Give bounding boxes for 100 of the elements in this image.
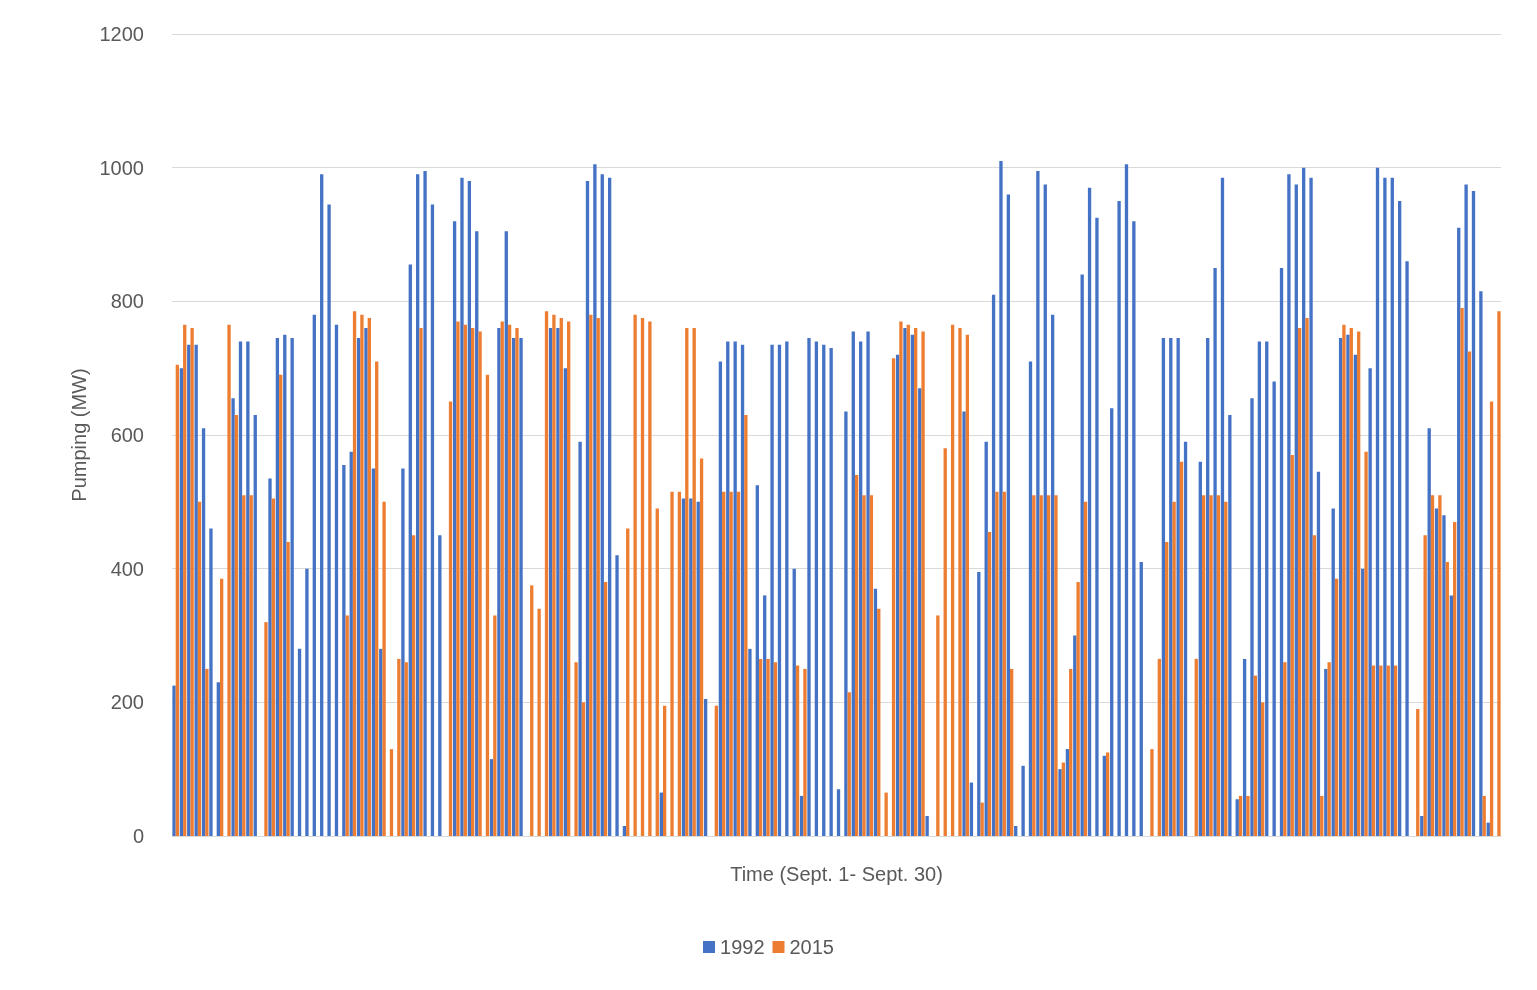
bar <box>1054 495 1058 836</box>
bar <box>349 451 353 836</box>
bar <box>670 491 674 836</box>
bar <box>692 328 696 836</box>
bar <box>873 588 878 836</box>
bar <box>544 311 549 836</box>
bar <box>607 177 612 836</box>
bar <box>1346 334 1350 836</box>
bar <box>187 344 191 836</box>
bar <box>290 338 294 836</box>
bar <box>411 535 416 836</box>
bar <box>995 491 999 836</box>
bar <box>1453 521 1457 836</box>
bar <box>1368 368 1372 836</box>
bar <box>1150 749 1154 836</box>
bar <box>655 508 659 836</box>
bar <box>1442 515 1446 836</box>
bar <box>1379 665 1383 836</box>
bar <box>1349 328 1353 836</box>
bar <box>795 665 800 836</box>
bar <box>689 498 693 836</box>
bar <box>1353 354 1358 836</box>
bar <box>183 324 187 836</box>
bar <box>253 414 257 836</box>
bar <box>1287 174 1291 836</box>
bar <box>748 648 752 836</box>
bar <box>1257 341 1262 836</box>
bar <box>1050 314 1055 836</box>
bar <box>1117 201 1121 836</box>
bar <box>205 668 209 836</box>
bar <box>1375 167 1380 836</box>
bar <box>773 662 778 836</box>
bar <box>596 318 600 836</box>
bar <box>1006 194 1011 836</box>
bar <box>950 324 955 836</box>
bar <box>1014 825 1018 836</box>
bar <box>234 414 239 836</box>
bar <box>1246 795 1250 836</box>
bar <box>1279 267 1284 836</box>
bar <box>1445 561 1449 836</box>
bar <box>320 174 324 836</box>
bar <box>1065 749 1070 836</box>
bar <box>519 338 523 836</box>
y-tick-label: 200 <box>110 691 144 714</box>
bar <box>991 294 996 836</box>
bar <box>1206 338 1210 836</box>
bar <box>1393 665 1398 836</box>
bar <box>722 491 726 836</box>
bar <box>640 318 645 836</box>
bar <box>379 648 383 836</box>
bar <box>740 344 745 836</box>
bar <box>943 448 947 836</box>
bar <box>836 789 841 836</box>
bar <box>862 495 866 836</box>
bar <box>216 682 220 836</box>
bar <box>172 685 176 836</box>
bar <box>1061 762 1066 836</box>
bar <box>847 692 851 836</box>
bar <box>585 181 590 836</box>
bar <box>1290 455 1294 836</box>
bar <box>452 221 457 836</box>
bar <box>899 321 903 836</box>
bar <box>1449 595 1454 836</box>
bar <box>548 328 553 836</box>
bar <box>884 792 888 836</box>
bar <box>371 468 376 836</box>
bar <box>279 374 283 836</box>
bar <box>1423 535 1427 836</box>
bar <box>1265 341 1269 836</box>
bar <box>493 615 497 836</box>
bar <box>246 341 250 836</box>
bar <box>1261 702 1265 836</box>
bar <box>1213 267 1217 836</box>
bar <box>1046 495 1051 836</box>
bar <box>1338 338 1343 836</box>
bar <box>733 341 737 836</box>
bar <box>903 328 907 836</box>
y-axis-title: Pumping (MW) <box>67 368 90 502</box>
bar <box>1076 582 1080 836</box>
bar <box>1327 662 1331 836</box>
bar <box>1058 769 1062 836</box>
bar <box>633 314 637 836</box>
bar <box>268 478 272 836</box>
bar <box>851 331 855 836</box>
bar <box>1386 665 1390 836</box>
bar <box>626 528 630 836</box>
bar <box>936 615 940 836</box>
bar <box>367 318 371 836</box>
bar <box>1434 508 1439 836</box>
bar <box>1087 187 1092 836</box>
bar <box>1460 308 1464 836</box>
bar <box>275 338 280 836</box>
legend-label: 2015 <box>789 936 834 958</box>
bar <box>448 401 453 836</box>
bar <box>475 231 479 836</box>
bar <box>1216 495 1221 836</box>
bar <box>238 341 243 836</box>
y-tick-label: 400 <box>110 557 144 580</box>
bar <box>537 608 541 836</box>
bar <box>305 568 309 836</box>
